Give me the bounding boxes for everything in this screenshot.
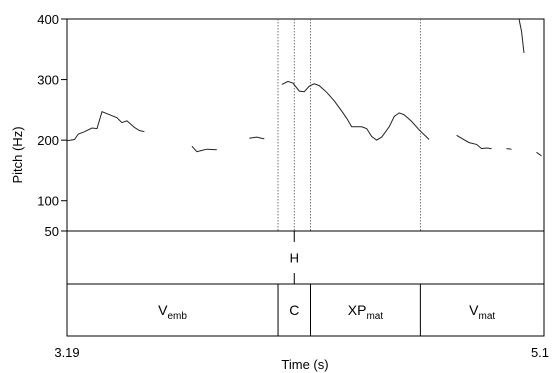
word-label-main: V <box>469 302 479 318</box>
y-tick-label: 100 <box>37 194 59 209</box>
word-label-main: V <box>158 302 168 318</box>
pitch-segment <box>191 145 217 153</box>
boundary-lines <box>277 19 421 231</box>
y-axis: 400 300 200 100 50 <box>37 12 67 239</box>
word-label: Vmat <box>469 302 495 322</box>
y-tick-label: 400 <box>37 12 59 27</box>
tone-tier: H <box>290 231 299 284</box>
word-label: XPmat <box>348 302 384 322</box>
x-axis-label: Time (s) <box>281 357 328 372</box>
y-tick-label: 200 <box>37 133 59 148</box>
word-label: Vemb <box>158 302 187 322</box>
word-label-main: C <box>289 302 299 318</box>
x-tick-label-start: 3.19 <box>54 345 79 360</box>
pitch-segment <box>536 151 542 157</box>
y-axis-label: Pitch (Hz) <box>10 126 25 183</box>
x-tick-label-end: 5.1 <box>531 345 549 360</box>
y-tick-label: 50 <box>45 224 59 239</box>
word-label-subscript: mat <box>366 311 383 322</box>
pitch-segment <box>456 134 492 150</box>
x-axis: 3.19 5.1 <box>54 345 549 360</box>
word-label-main: XP <box>348 302 367 318</box>
tone-label: H <box>290 251 299 266</box>
pitch-segment <box>506 148 512 150</box>
word-tier: Vemb C XPmat Vmat <box>158 284 495 336</box>
word-label-subscript: mat <box>479 311 496 322</box>
plot-frame <box>66 18 545 337</box>
pitch-segment <box>281 80 430 141</box>
pitch-segment <box>518 18 525 53</box>
pitch-contour <box>66 18 542 157</box>
word-label: C <box>289 302 299 318</box>
pitch-segment <box>249 136 265 140</box>
word-label-subscript: emb <box>167 311 187 322</box>
pitch-segment <box>66 111 145 142</box>
y-tick-label: 300 <box>37 73 59 88</box>
